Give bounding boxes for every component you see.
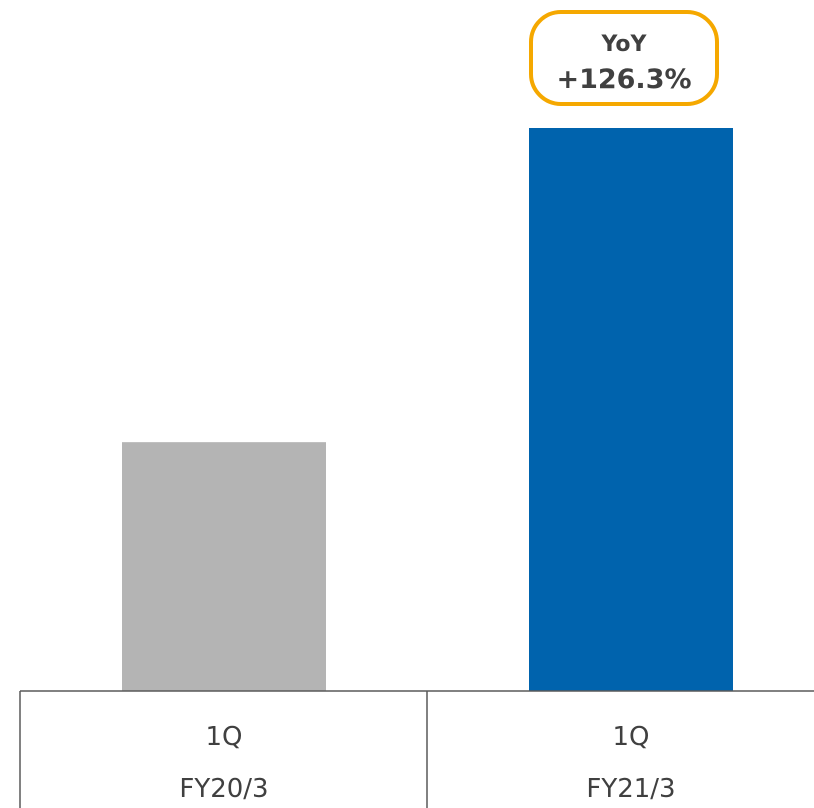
bar-fy20-1q (122, 442, 326, 691)
category-label-fy21-year: FY21/3 (586, 774, 675, 804)
yoy-callout-box (529, 10, 719, 106)
bar-fy21-1q (529, 128, 733, 691)
category-label-fy20-quarter: 1Q (205, 722, 242, 752)
category-table (19, 690, 814, 808)
category-label-fy20-year: FY20/3 (179, 774, 268, 804)
category-label-fy21-quarter: 1Q (612, 722, 649, 752)
yoy-callout: YoY +126.3% (529, 10, 719, 106)
bars (122, 128, 733, 691)
yoy-callout-value: +126.3% (556, 64, 691, 95)
yoy-callout-label: YoY (601, 32, 648, 57)
